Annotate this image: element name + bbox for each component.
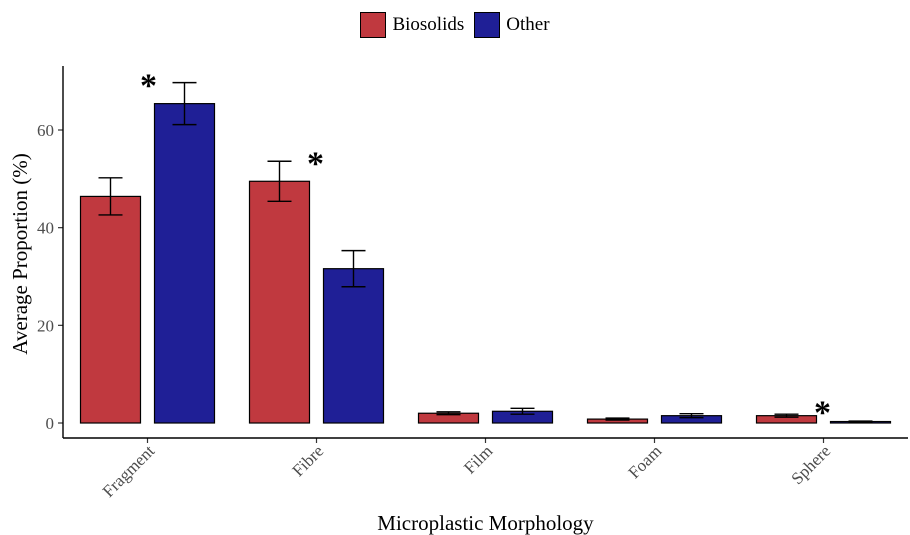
y-tick-label-20: 20 [37,316,54,335]
legend-swatch-biosolids [360,12,387,38]
y-axis-title: Average Proportion (%) [8,153,32,354]
annotations-layer: * * * [140,68,831,432]
bar-fragment-other [153,103,216,424]
significance-marker-3: * [814,394,831,431]
error-bar-film-biosolids [436,411,461,416]
x-axis-title: Microplastic Morphology [377,511,594,535]
x-tick-label-sphere: Sphere [788,441,835,488]
legend-label-biosolids: Biosolids [392,14,465,35]
legend: Biosolids Other [0,12,910,38]
significance-marker-2: * [307,145,324,182]
error-bar-sphere-biosolids [774,413,799,418]
error-bar-fibre-biosolids [267,160,292,202]
error-bar-foam-biosolids [605,417,630,421]
y-tick-label-40: 40 [37,219,54,238]
legend-item-other: Other [474,12,550,38]
x-tick-label-film: Film [460,441,496,477]
legend-swatch-other [474,12,501,38]
error-bar-fragment-other [172,81,197,126]
bar-fibre-biosolids [248,180,311,424]
error-bar-fibre-other [341,249,366,288]
x-tick-label-fibre: Fibre [289,441,328,480]
error-bar-foam-other [679,413,704,419]
bar-fragment-biosolids [79,195,142,424]
x-tick-label-foam: Foam [625,441,666,482]
bars-layer [79,103,892,424]
y-tick-label-60: 60 [37,121,54,140]
error-bar-film-other [510,407,535,415]
x-tick-label-fragment: Fragment [99,441,159,501]
error-bars-layer [98,81,873,423]
legend-label-other: Other [506,14,550,35]
error-bar-sphere-other [848,420,873,423]
bar-fibre-other [322,268,385,424]
legend-item-biosolids: Biosolids [360,12,464,38]
significance-marker-1: * [140,68,157,105]
y-tick-label-0: 0 [46,414,55,433]
error-bar-fragment-biosolids [98,177,123,216]
